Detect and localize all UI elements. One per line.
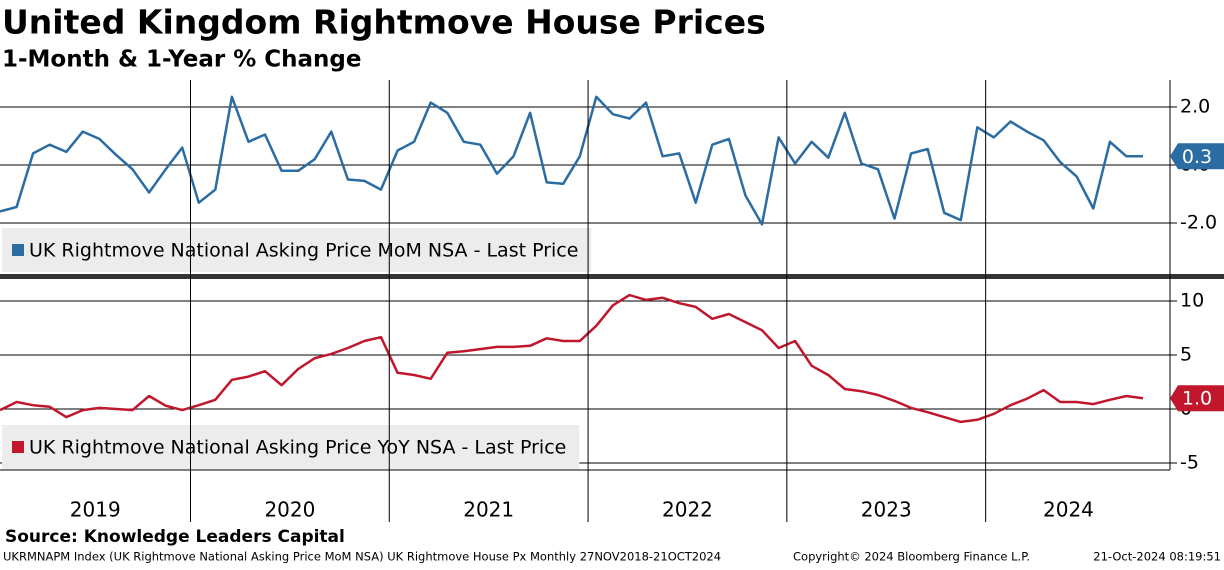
footer-date: 21-Oct-2024 08:19:51 (1093, 550, 1221, 564)
legend-swatch (12, 441, 24, 453)
legend-box (2, 228, 592, 272)
y-tick-label: -5 (1180, 451, 1199, 473)
legend-label: UK Rightmove National Asking Price MoM N… (29, 240, 578, 262)
x-tick-label: 2023 (861, 498, 912, 522)
data-line (0, 293, 1144, 424)
legend-swatch (12, 244, 24, 256)
y-tick-label: 5 (1180, 343, 1192, 365)
source: Source: Knowledge Leaders Capital (5, 527, 345, 547)
data-line (0, 95, 1143, 226)
x-tick-label: 2022 (662, 498, 713, 522)
last-value-label: 0.3 (1182, 146, 1212, 168)
last-value-label: 1.0 (1182, 388, 1212, 410)
legend-box (2, 425, 580, 469)
footer-left: UKRMNAPM Index (UK Rightmove National As… (3, 550, 721, 564)
x-tick-label: 2020 (264, 498, 315, 522)
legend-label: UK Rightmove National Asking Price YoY N… (29, 437, 566, 459)
last-value-callout (1170, 143, 1224, 170)
y-tick-label: 2.0 (1180, 95, 1210, 117)
panel-divider (0, 274, 1224, 279)
last-value-callout (1170, 385, 1224, 412)
y-tick-label: -2.0 (1180, 211, 1217, 233)
subtitle: 1-Month & 1-Year % Change (2, 47, 362, 73)
title: United Kingdom Rightmove House Prices (2, 3, 766, 42)
x-tick-label: 2024 (1043, 498, 1094, 522)
x-tick-label: 2019 (70, 498, 121, 522)
x-tick-label: 2021 (463, 498, 514, 522)
footer-copyright: Copyright© 2024 Bloomberg Finance L.P. (793, 550, 1030, 564)
y-tick-label: 10 (1180, 290, 1204, 312)
